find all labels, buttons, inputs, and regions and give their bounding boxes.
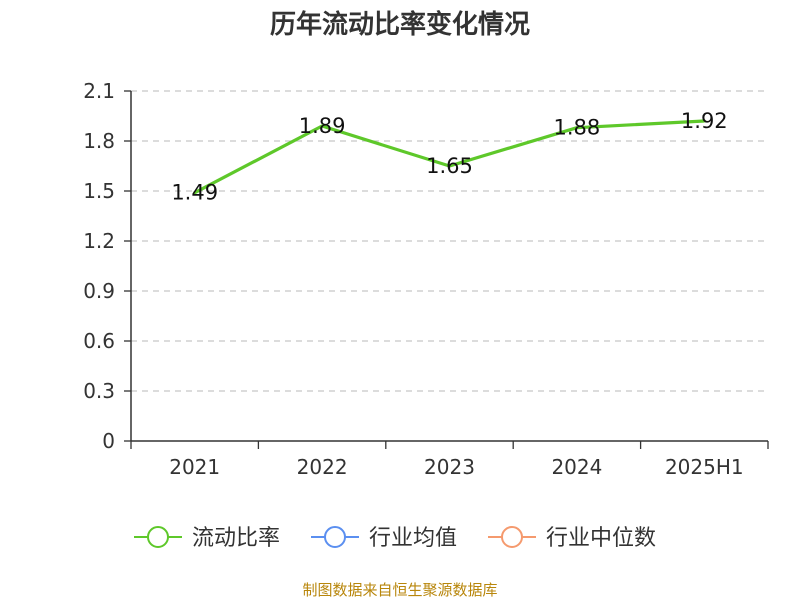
y-tick-label: 1.8 — [83, 129, 115, 153]
data-labels: 1.49 1.89 1.65 1.88 1.92 — [171, 109, 727, 205]
y-tick-label: 0 — [102, 429, 115, 453]
x-tick-label: 2024 — [551, 455, 602, 479]
axes — [130, 91, 768, 442]
y-axis-ticks: 0 0.3 0.6 0.9 1.2 1.5 1.8 2.1 — [83, 79, 131, 453]
y-tick-label: 1.5 — [83, 179, 115, 203]
data-point — [702, 119, 706, 123]
y-tick-label: 2.1 — [83, 79, 115, 103]
data-label: 1.88 — [554, 116, 601, 140]
x-tick-label: 2023 — [424, 455, 475, 479]
y-tick-label: 0.6 — [83, 329, 115, 353]
data-label: 1.89 — [299, 114, 346, 138]
x-tick-label: 2022 — [297, 455, 348, 479]
data-label: 1.92 — [681, 109, 728, 133]
chart-title: 历年流动比率变化情况 — [270, 9, 530, 40]
legend-marker — [501, 526, 523, 548]
x-tick-label: 2021 — [169, 455, 220, 479]
data-label: 1.49 — [171, 181, 218, 205]
data-label: 1.65 — [426, 154, 473, 178]
legend-label: 行业中位数 — [546, 526, 656, 551]
legend-label: 行业均值 — [369, 526, 457, 551]
legend-marker — [147, 526, 169, 548]
legend: 流动比率 行业均值 行业中位数 — [134, 526, 656, 551]
source-note: 制图数据来自恒生聚源数据库 — [302, 581, 497, 599]
x-tick-label: 2025H1 — [665, 455, 744, 479]
series-layer — [193, 119, 706, 195]
legend-marker — [324, 526, 346, 548]
grid-lines — [131, 90, 768, 392]
x-axis-ticks: 2021 2022 2023 2024 2025H1 — [130, 441, 769, 479]
y-tick-label: 1.2 — [83, 229, 115, 253]
y-tick-label: 0.9 — [83, 279, 115, 303]
data-point — [193, 191, 197, 195]
data-point — [575, 126, 579, 130]
legend-item: 行业中位数 — [488, 526, 656, 551]
data-point — [320, 124, 324, 128]
legend-item: 流动比率 — [134, 526, 280, 551]
legend-item: 行业均值 — [311, 526, 457, 551]
legend-label: 流动比率 — [192, 526, 280, 551]
data-point — [448, 164, 451, 168]
y-tick-label: 0.3 — [83, 379, 115, 403]
